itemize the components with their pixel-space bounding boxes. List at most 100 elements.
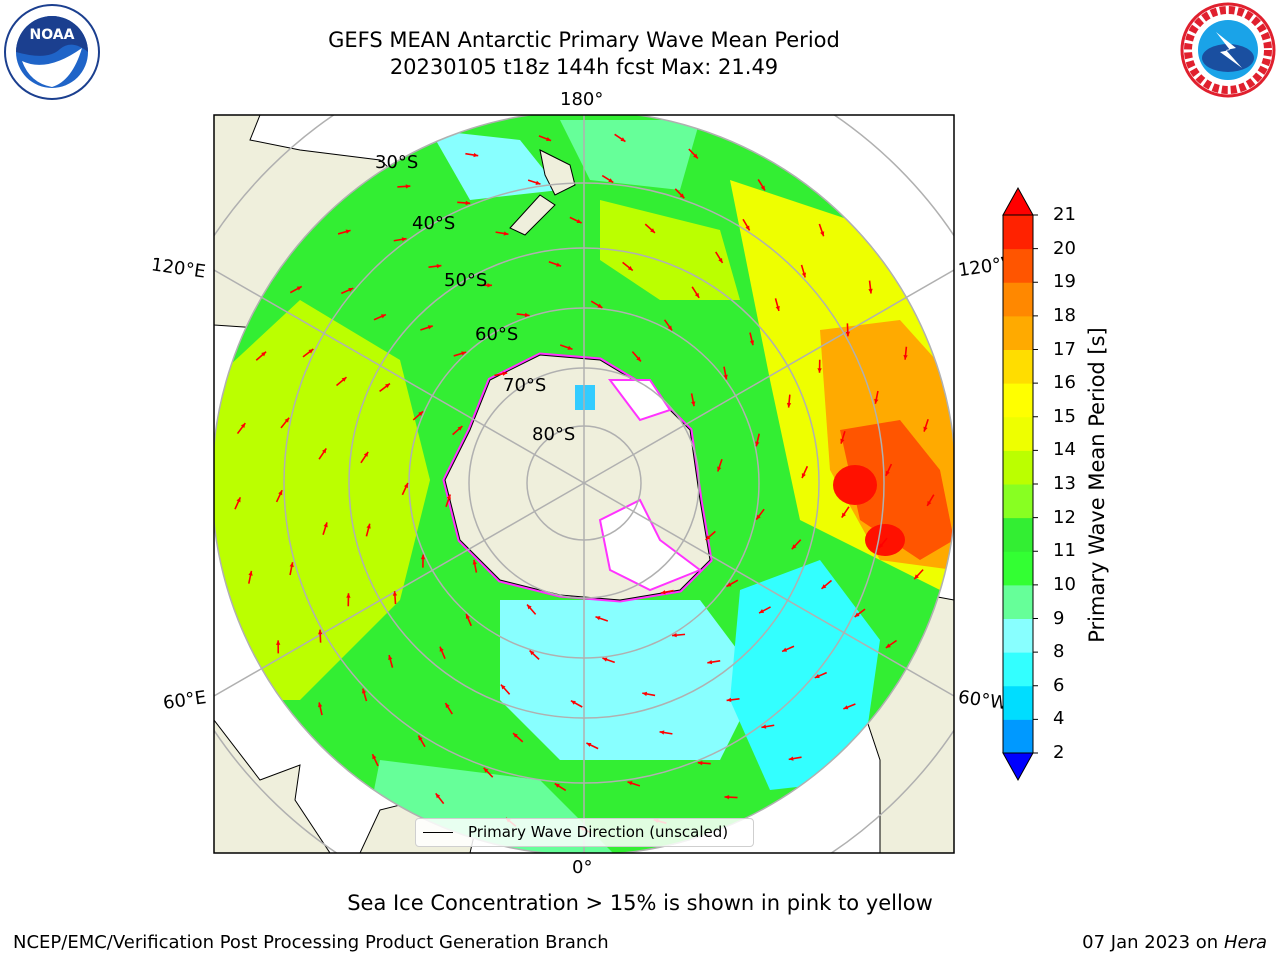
lat-label-40s: 40°S: [412, 213, 456, 234]
wave-arrow-head: [660, 590, 666, 595]
wave-arrow-head: [786, 402, 792, 408]
wave-arrow-head: [903, 354, 908, 360]
wave-arrow-head: [296, 286, 302, 291]
wave-arrow-head: [840, 438, 845, 444]
colorbar: [1002, 186, 1038, 782]
wave-arrow-head: [788, 756, 794, 761]
wave-arrow-head: [627, 781, 633, 786]
wave-arrow-head: [446, 494, 451, 500]
lon-label-lower-left: 60°E: [161, 687, 208, 714]
wave-arrow-head: [707, 659, 713, 665]
wave-arrow-head: [914, 574, 919, 580]
wave-arrow-head: [775, 305, 780, 311]
graticule: [214, 115, 954, 853]
wave-arrow-head: [317, 702, 323, 708]
wave-arrow-head: [483, 767, 489, 773]
wave-arrow-head: [923, 426, 928, 432]
wave-arrow-head: [445, 703, 450, 709]
wave-arrow-head: [403, 483, 408, 489]
wave-arrow-head: [418, 411, 424, 416]
colorbar-segment: [1003, 215, 1033, 250]
colorbar-segment: [1003, 618, 1033, 653]
wave-arrow-head: [418, 735, 423, 741]
wave-arrow-head: [472, 559, 477, 565]
colorbar-segment: [1003, 349, 1033, 384]
footer-date-text: 07 Jan 2023 on: [1082, 932, 1224, 953]
wave-arrow-head: [726, 697, 732, 703]
sea-ice-caption: Sea Ice Concentration > 15% is shown in …: [347, 891, 933, 915]
wave-arrow-head: [401, 237, 407, 242]
wave-arrow-head: [761, 724, 767, 729]
wave-arrow-head: [723, 374, 728, 380]
wave-arrow-head: [755, 441, 760, 447]
wave-arrow-head: [366, 523, 371, 529]
wave-arrow-head: [602, 657, 608, 662]
colorbar-segment: [1003, 416, 1033, 451]
wave-arrow-head: [814, 674, 820, 679]
wave-arrow-head: [597, 303, 603, 308]
wave-arrow-head: [535, 180, 541, 185]
wave-arrow-head: [791, 544, 797, 550]
wave-arrow-head: [620, 137, 626, 142]
wave-arrow-head: [529, 650, 535, 656]
map-legend: Primary Wave Direction (unscaled): [415, 818, 754, 847]
nws-logo: [1178, 2, 1278, 99]
wave-arrow-head: [289, 562, 294, 568]
colorbar-segment: [1003, 282, 1033, 317]
colorbar-tick-label: 6: [1053, 674, 1065, 696]
wave-arrow-head: [570, 700, 576, 705]
wave-arrow-head: [240, 423, 246, 429]
wave-arrow-head: [608, 178, 614, 183]
wave-arrow-head: [576, 219, 582, 224]
wave-arrow-head: [642, 691, 648, 697]
wave-arrow-head: [705, 535, 711, 540]
wave-arrow-head: [436, 263, 442, 269]
wave-arrow-head: [348, 287, 354, 292]
colorbar-segment: [1003, 551, 1033, 586]
wave-arrow-head: [595, 616, 601, 621]
wave-arrow-head: [323, 522, 328, 528]
wave-arrow-head: [388, 655, 393, 661]
legend-label: Primary Wave Direction (unscaled): [468, 823, 729, 841]
wave-arrow-head: [756, 514, 761, 520]
page-title: GEFS MEAN Antarctic Primary Wave Mean Pe…: [328, 28, 840, 52]
colorbar-segment: [1003, 484, 1033, 519]
wave-arrow-head: [718, 257, 723, 263]
colorbar-segment: [1003, 652, 1033, 687]
wave-arrow-head: [308, 349, 314, 354]
lat-label-70s: 70°S: [503, 375, 547, 396]
colorbar-tick-label: 2: [1053, 742, 1065, 763]
colorbar-tick-label: 8: [1053, 641, 1065, 663]
wave-arrow-head: [248, 570, 253, 576]
wave-arrow-head: [749, 340, 755, 346]
colorbar-tick-label: 18: [1053, 304, 1076, 326]
wave-arrow-head: [385, 383, 390, 389]
wave-arrow-head: [500, 684, 506, 690]
wave-arrow-head: [885, 643, 891, 648]
footer-credit: NCEP/EMC/Verification Post Processing Pr…: [13, 932, 609, 953]
wave-arrow-head: [820, 231, 825, 237]
wave-arrow-head: [487, 283, 492, 288]
wave-arrow-head: [556, 262, 562, 267]
colorbar-tick-label: 9: [1053, 607, 1065, 629]
wave-arrow-head: [554, 783, 560, 788]
wave-arrow-head: [691, 401, 696, 407]
wave-arrow-head: [874, 398, 879, 404]
wave-arrow-head: [427, 325, 433, 330]
colorbar-tick-label: 21: [1053, 204, 1076, 225]
colorbar-tick-label: 12: [1053, 506, 1076, 528]
wave-arrow-head: [627, 265, 633, 271]
wave-arrow-head: [473, 152, 479, 158]
wave-arrow-head: [878, 543, 884, 549]
wave-arrow-head: [372, 754, 377, 760]
wave-arrow-head: [745, 225, 750, 231]
wave-arrow-head: [679, 193, 685, 199]
svg-text:NOAA: NOAA: [30, 27, 75, 43]
colorbar-segment: [1003, 315, 1033, 350]
wave-arrow-head: [636, 356, 641, 362]
lon-label-bottom: 0°: [572, 857, 593, 878]
wave-arrow-head: [693, 153, 698, 159]
wave-arrow-head: [465, 613, 470, 619]
colorbar-tick-label: 17: [1053, 338, 1076, 360]
colorbar-segment: [1003, 685, 1033, 720]
